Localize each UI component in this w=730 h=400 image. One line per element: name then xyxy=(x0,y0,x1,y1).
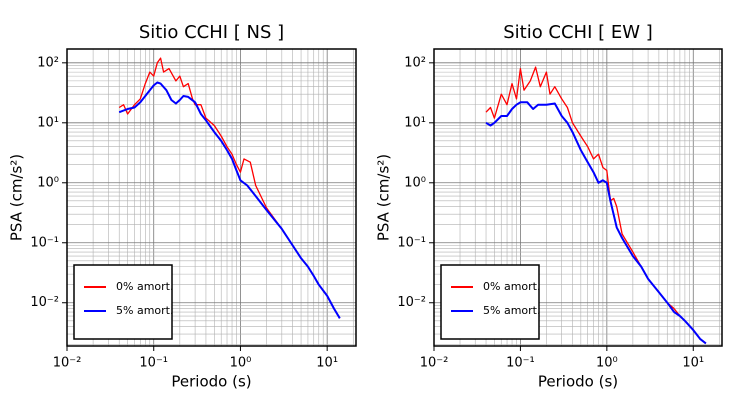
plot-frame xyxy=(66,48,357,347)
chart-title: Sitio CCHI [ NS ] xyxy=(139,22,284,43)
x-tick-label: 10⁰ xyxy=(230,356,252,371)
chart-title: Sitio CCHI [ EW ] xyxy=(503,22,653,43)
y-tick-label: 10⁻¹ xyxy=(397,235,426,250)
legend-box xyxy=(73,264,173,340)
x-tick-label: 10¹ xyxy=(316,356,338,371)
legend-label: 5% amort. xyxy=(483,304,540,317)
y-tick-label: 10² xyxy=(37,55,59,70)
x-tick-label: 10⁻¹ xyxy=(506,356,535,371)
legend-label: 5% amort. xyxy=(116,304,173,317)
x-tick-label: 10⁻² xyxy=(53,356,82,371)
x-axis-label: Periodo (s) xyxy=(538,373,618,391)
legend-label: 0% amort. xyxy=(483,280,540,293)
series-line xyxy=(485,101,707,345)
x-tick-label: 10⁻² xyxy=(420,356,449,371)
y-tick-label: 10¹ xyxy=(404,115,426,130)
y-tick-label: 10² xyxy=(404,55,426,70)
x-tick-label: 10⁻¹ xyxy=(139,356,168,371)
y-tick-label: 10⁻² xyxy=(397,295,426,310)
legend-box xyxy=(440,264,540,340)
y-tick-label: 10¹ xyxy=(37,115,59,130)
y-tick-label: 10⁻² xyxy=(30,295,59,310)
y-tick-label: 10⁻¹ xyxy=(30,235,59,250)
y-tick-label: 10⁰ xyxy=(37,175,59,190)
y-axis-label: PSA (cm/s²) xyxy=(8,154,26,241)
y-tick-label: 10⁰ xyxy=(404,175,426,190)
x-tick-label: 10¹ xyxy=(682,356,704,371)
y-axis-label: PSA (cm/s²) xyxy=(375,154,393,241)
legend-label: 0% amort. xyxy=(116,280,173,293)
x-tick-label: 10⁰ xyxy=(596,356,618,371)
plot-frame xyxy=(433,48,723,347)
x-axis-label: Periodo (s) xyxy=(171,373,251,391)
series-line xyxy=(118,81,341,319)
